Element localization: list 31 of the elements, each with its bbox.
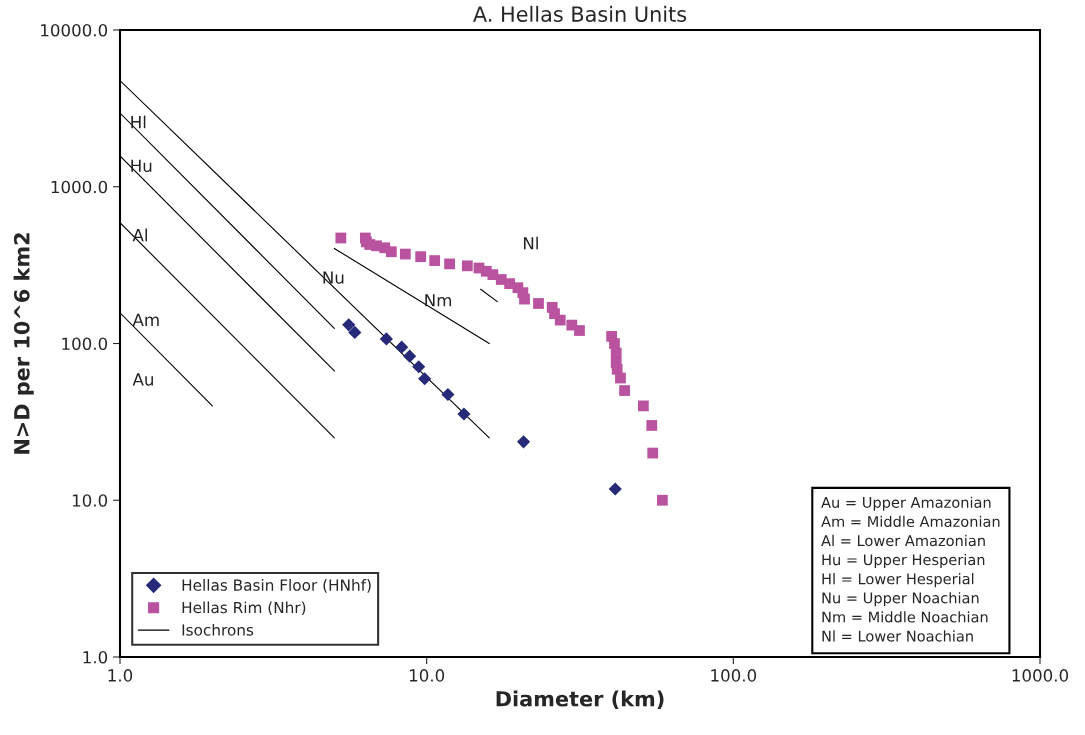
- annotation: Au: [132, 373, 153, 386]
- annotation: Hl = Lower Hesperial: [822, 573, 974, 588]
- y-tick-label: 1.0: [83, 650, 108, 664]
- annotation: Nm = Middle Noachian: [822, 611, 988, 623]
- x-tick-label: 1000.0: [1012, 669, 1069, 682]
- y-tick-label: 10000.0: [41, 23, 108, 37]
- annotation: Nu = Upper Noachian: [822, 592, 979, 607]
- annotation: Nl = Lower Noachian: [822, 630, 973, 642]
- annotation: Nu: [323, 271, 344, 284]
- annotation: Hu = Upper Hesperian: [822, 553, 985, 569]
- annotation: Al: [132, 228, 147, 242]
- annotation: Nl: [523, 236, 538, 250]
- y-tick-label: 100.0: [62, 337, 108, 351]
- y-axis-title: N>D per 10^6 km2: [13, 233, 34, 454]
- legend-label: Hellas Rim (Nhr): [182, 601, 306, 616]
- x-tick-label: 100.0: [711, 669, 757, 682]
- annotation: Hl: [131, 115, 146, 129]
- y-tick-label: 10.0: [72, 494, 108, 507]
- x-tick-label: 10.0: [409, 669, 445, 682]
- annotation: Hu: [131, 159, 152, 173]
- chart-title: A. Hellas Basin Units: [473, 5, 687, 22]
- x-tick-label: 1.0: [108, 669, 133, 682]
- annotation: Nm: [425, 294, 452, 307]
- legend-label: Hellas Basin Floor (HNhf): [182, 579, 371, 593]
- legend-label: Isochrons: [182, 623, 254, 636]
- annotation: Am: [132, 313, 159, 326]
- annotation: Al = Lower Amazonian: [821, 534, 985, 547]
- annotation: Am = Middle Amazonian: [821, 515, 1000, 528]
- annotation: Au = Upper Amazonian: [821, 496, 991, 511]
- y-tick-label: 1000.0: [51, 180, 108, 194]
- x-axis-title: Diameter (km): [496, 690, 664, 710]
